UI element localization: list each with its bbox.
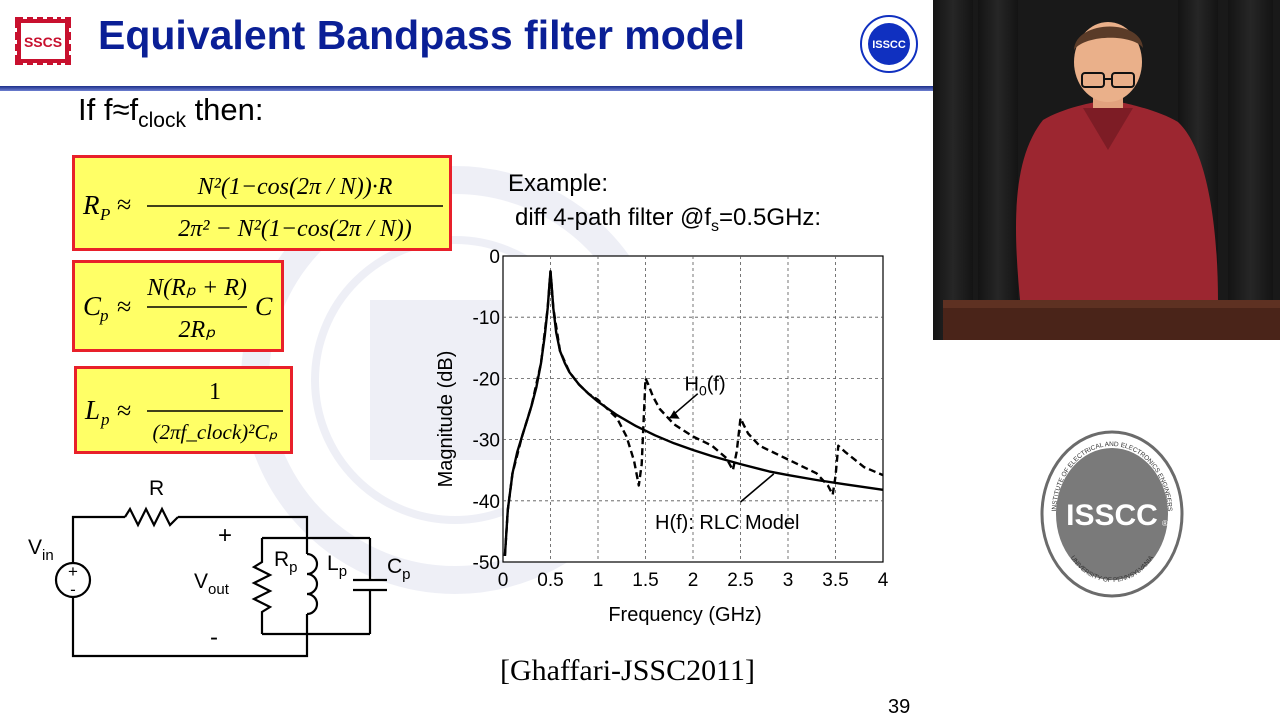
- inductor-lp-coil: [306, 552, 319, 616]
- y-tick-label: -10: [473, 308, 500, 329]
- lp-equation-box: L p ≈ 1 (2πf_clock)²Cₚ: [74, 366, 293, 454]
- magnitude-chart: 0 0.5 1 1.5 2 2.5 3 3.5 4 0 -10 -20 -30 -40 -50 Frequen…: [435, 247, 889, 626]
- svg-text:2π² − N²(1−cos(2π / N)): 2π² − N²(1−cos(2π / N)): [178, 216, 411, 242]
- svg-text:R: R: [149, 477, 164, 500]
- x-tick-label: 1.5: [632, 570, 658, 591]
- svg-text:1: 1: [209, 379, 221, 405]
- series-h0-line: [503, 270, 884, 556]
- annotation-rlc-arrow: [739, 473, 775, 503]
- svg-text:+: +: [68, 562, 78, 581]
- y-tick-label: -30: [473, 431, 500, 452]
- cp-equation-box: C p ≈ N(Rₚ + R) 2Rₚ C: [72, 260, 284, 352]
- svg-text:≈: ≈: [117, 190, 131, 219]
- sscs-logo-text: SSCS: [24, 34, 62, 50]
- svg-text:≈: ≈: [117, 396, 131, 425]
- svg-text:®: ®: [1162, 519, 1168, 528]
- wire-left-bottom: [71, 597, 309, 658]
- isscc-logo-small: ISSCC: [860, 15, 918, 73]
- svg-text:C: C: [83, 291, 102, 321]
- y-axis-label: Magnitude (dB): [435, 351, 457, 488]
- x-tick-label: 3: [783, 570, 794, 591]
- x-tick-label: 4: [878, 570, 889, 591]
- resistor-rp-zigzag: [251, 538, 273, 634]
- isscc-logo-large: INSTITUTE OF ELECTRICAL AND ELECTRONICS …: [1040, 430, 1184, 598]
- speaker-figure: [1015, 100, 1218, 340]
- y-tick-label: -50: [473, 553, 500, 574]
- circuit-schematic: + - R Vin + Vout - Rp Lp Cp: [28, 477, 411, 658]
- svg-text:(2πf_clock)²Cₚ: (2πf_clock)²Cₚ: [153, 420, 278, 444]
- svg-text:p: p: [99, 306, 109, 325]
- condition-heading: If f≈fclock then:: [78, 92, 264, 133]
- svg-text:p: p: [100, 410, 110, 429]
- page-number: 39: [888, 696, 911, 718]
- svg-text:-: -: [210, 624, 218, 651]
- wire-top-left: [71, 515, 125, 563]
- svg-text:L: L: [84, 395, 100, 425]
- annotation-h0: H0(f): [685, 373, 726, 398]
- sscs-logo: SSCS: [14, 16, 72, 66]
- voltage-source-icon: [54, 561, 92, 599]
- x-tick-label: 3.5: [822, 570, 848, 591]
- annotation-rlc: H(f): RLC Model: [655, 512, 799, 534]
- x-tick-label: 0.5: [537, 570, 563, 591]
- y-tick-label: 0: [489, 247, 500, 268]
- isscc-logo-small-text: ISSCC: [872, 39, 906, 51]
- title-rule: [0, 86, 933, 91]
- wire-top-right: [178, 515, 309, 538]
- svg-text:N²(1−cos(2π / N))·R: N²(1−cos(2π / N))·R: [197, 174, 393, 200]
- x-tick-label: 1: [593, 570, 604, 591]
- example-label: Example:: [508, 170, 609, 197]
- x-tick-label: 2.5: [727, 570, 753, 591]
- x-axis-label: Frequency (GHz): [608, 604, 761, 626]
- example-description: diff 4-path filter @fs=0.5GHz:: [515, 204, 822, 235]
- lp-label: Lp: [327, 552, 347, 580]
- svg-text:P: P: [99, 205, 110, 224]
- speaker-video: [933, 0, 1280, 340]
- slide: SSCS Equivalent Bandpass filter model IS…: [0, 12, 933, 718]
- svg-text:≈: ≈: [117, 292, 131, 321]
- svg-text:2Rₚ: 2Rₚ: [179, 317, 217, 343]
- svg-text:C: C: [255, 292, 273, 321]
- annotation-h0-arrowhead: [669, 410, 680, 419]
- svg-text:-: -: [70, 580, 76, 599]
- slide-title: Equivalent Bandpass filter model: [98, 12, 746, 58]
- svg-text:N(Rₚ + R): N(Rₚ + R): [146, 275, 247, 301]
- y-tick-label: -40: [473, 492, 500, 513]
- y-tick-label: -20: [473, 369, 500, 390]
- rp-equation-box: R P ≈ N²(1−cos(2π / N))·R 2π² − N²(1−cos…: [72, 155, 452, 251]
- svg-text:R: R: [82, 190, 100, 220]
- x-tick-label: 0: [498, 570, 509, 591]
- vout-label: Vout: [194, 570, 230, 598]
- isscc-logo-large-text: ISSCC: [1066, 499, 1158, 532]
- x-tick-label: 2: [688, 570, 699, 591]
- svg-text:+: +: [218, 522, 232, 549]
- rp-label: Rp: [274, 548, 298, 576]
- cp-label: Cp: [387, 555, 411, 583]
- vin-label: Vin: [28, 536, 54, 564]
- resistor-r-zigzag: [124, 506, 179, 528]
- citation: [Ghaffari-JSSC2011]: [500, 654, 755, 687]
